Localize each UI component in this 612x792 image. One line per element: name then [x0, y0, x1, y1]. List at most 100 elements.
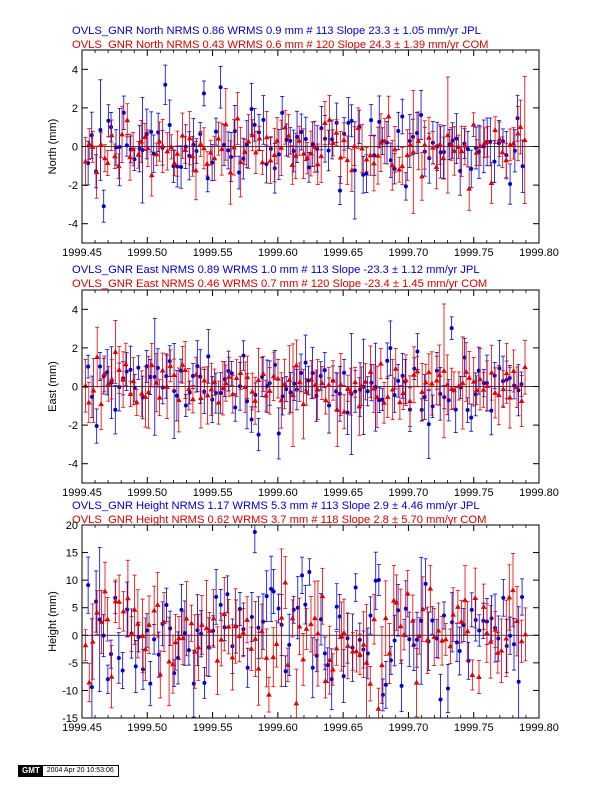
- data-point: [98, 618, 105, 624]
- data-point: [470, 378, 477, 384]
- data-point: [112, 348, 119, 354]
- legend-entry: OVLS_GNR North NRMS 0.86 WRMS 0.9 mm # 1…: [72, 25, 481, 37]
- x-tick-label: 1999.75: [454, 487, 494, 499]
- data-point: [430, 618, 435, 623]
- data-point: [266, 387, 273, 393]
- data-point: [242, 384, 248, 390]
- data-point: [382, 138, 388, 144]
- data-point: [293, 700, 300, 706]
- data-point: [108, 652, 113, 657]
- data-point: [407, 141, 414, 147]
- data-point: [195, 628, 200, 633]
- data-point: [130, 146, 136, 152]
- data-point: [218, 85, 223, 90]
- data-point: [375, 152, 381, 158]
- data-point: [518, 398, 525, 404]
- data-point: [197, 141, 204, 147]
- legend-entry: OVLS_GNR East NRMS 0.46 WRMS 0.7 mm # 12…: [72, 278, 487, 290]
- data-point: [108, 376, 115, 382]
- data-point: [444, 381, 451, 387]
- data-point: [237, 369, 244, 375]
- data-point: [98, 364, 103, 369]
- data-point: [510, 367, 517, 373]
- y-tick-label: -2: [68, 420, 78, 432]
- data-point: [326, 148, 331, 153]
- data-point: [198, 394, 204, 400]
- x-tick-label: 1999.70: [389, 487, 429, 499]
- data-point: [449, 326, 454, 331]
- data-point: [443, 636, 449, 642]
- data-point: [156, 394, 163, 400]
- data-point: [183, 615, 190, 621]
- data-point: [469, 671, 476, 677]
- data-point: [292, 152, 299, 158]
- data-point: [94, 599, 99, 604]
- data-point: [455, 603, 461, 609]
- data-point: [504, 644, 509, 649]
- data-point: [148, 172, 155, 178]
- data-point: [136, 635, 141, 640]
- data-point: [215, 135, 222, 141]
- y-tick-label: 4: [72, 304, 78, 316]
- data-point: [218, 390, 223, 395]
- data-point: [322, 651, 327, 656]
- data-point: [386, 650, 393, 656]
- data-point: [271, 589, 276, 594]
- data-point: [263, 134, 270, 140]
- data-point: [303, 360, 308, 365]
- x-tick-label: 1999.65: [323, 487, 363, 499]
- data-point: [518, 638, 525, 644]
- data-point: [477, 143, 483, 149]
- data-point: [109, 125, 114, 130]
- data-point: [252, 530, 257, 535]
- data-point: [359, 145, 365, 151]
- data-point: [201, 91, 206, 96]
- data-point: [492, 127, 498, 133]
- data-point: [167, 359, 172, 364]
- data-point: [445, 132, 451, 138]
- data-point: [214, 594, 219, 599]
- data-point: [94, 609, 100, 615]
- data-point: [155, 365, 160, 370]
- data-point: [152, 637, 157, 642]
- data-point: [286, 376, 293, 382]
- data-point: [263, 392, 269, 398]
- data-point: [325, 663, 330, 668]
- data-point: [98, 401, 104, 407]
- data-point: [167, 362, 174, 368]
- data-point: [388, 158, 393, 163]
- data-point: [145, 389, 152, 395]
- data-point: [206, 354, 211, 359]
- data-point: [116, 655, 121, 660]
- data-point: [201, 377, 208, 383]
- data-point: [454, 640, 459, 645]
- data-point: [347, 388, 354, 394]
- data-point: [190, 373, 195, 378]
- data-point: [223, 380, 229, 386]
- data-point: [327, 403, 332, 408]
- data-point: [396, 608, 401, 613]
- data-point: [249, 388, 256, 394]
- data-point: [318, 153, 325, 159]
- data-point: [378, 360, 384, 366]
- data-point: [156, 652, 161, 657]
- data-point: [229, 371, 234, 376]
- data-point: [380, 692, 385, 697]
- data-point: [142, 393, 149, 399]
- data-layer: [82, 303, 539, 460]
- data-point: [383, 682, 388, 687]
- data-point: [210, 615, 217, 621]
- data-point: [282, 124, 288, 130]
- data-point: [117, 145, 122, 150]
- data-point: [441, 150, 446, 155]
- data-point: [252, 397, 258, 403]
- data-point: [520, 164, 525, 169]
- data-point: [464, 628, 471, 634]
- data-point: [223, 121, 229, 127]
- data-point: [492, 389, 498, 395]
- data-point: [403, 184, 408, 189]
- data-point: [133, 664, 138, 669]
- data-point: [182, 631, 187, 636]
- data-point: [385, 358, 390, 363]
- data-point: [398, 623, 404, 629]
